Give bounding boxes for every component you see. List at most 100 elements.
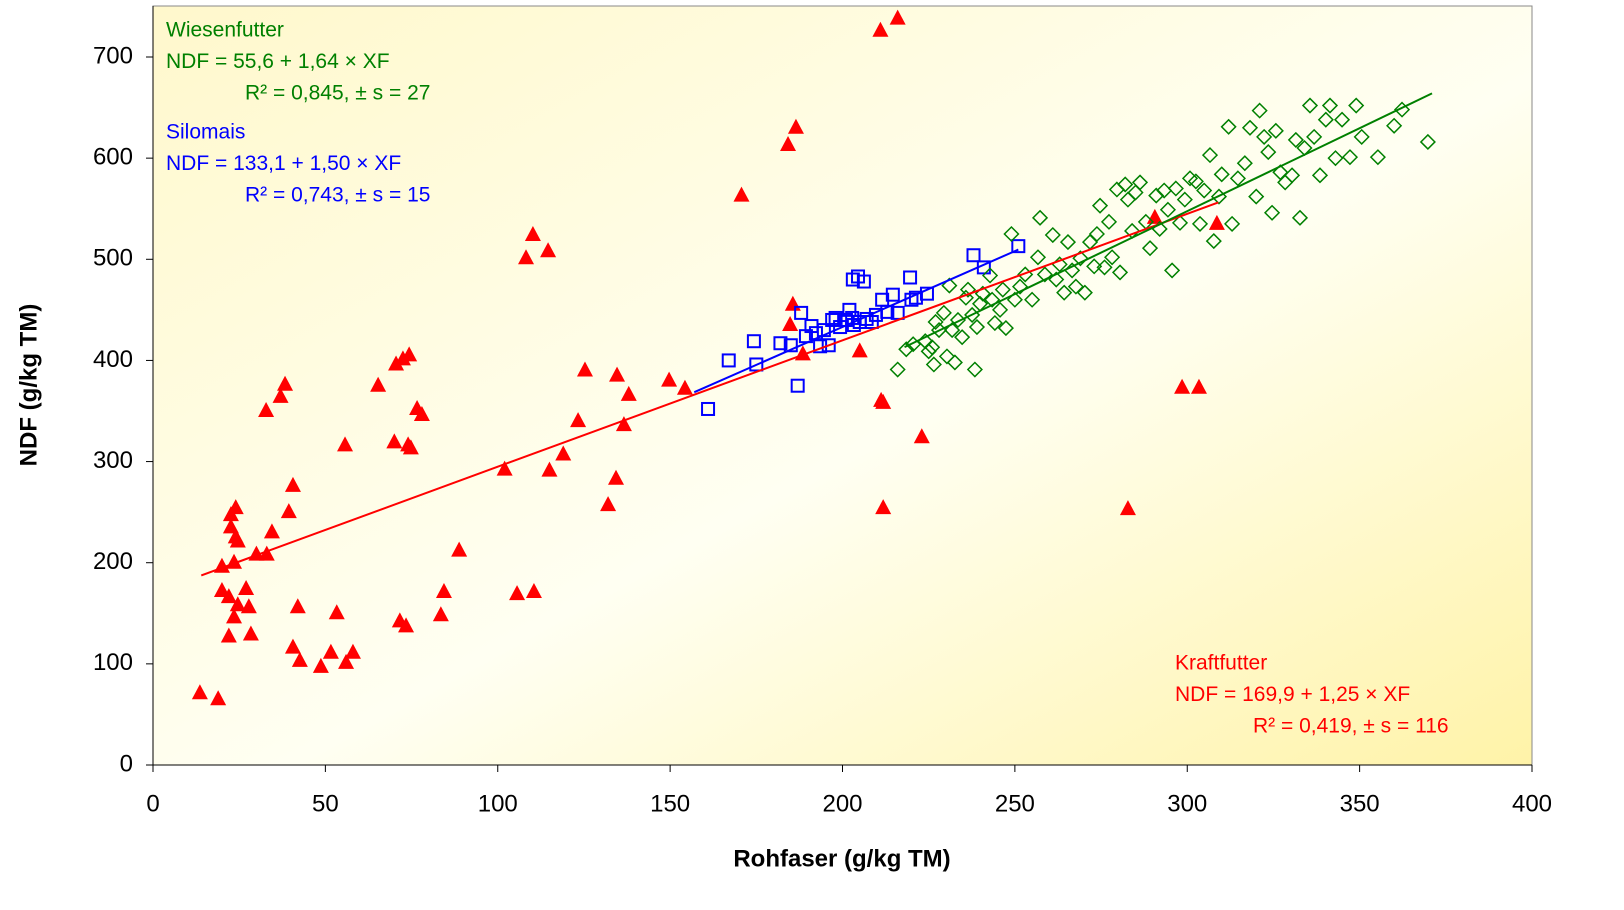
data-point <box>227 499 244 515</box>
data-point <box>620 385 637 401</box>
data-point <box>842 302 857 317</box>
annotation: Wiesenfutter <box>166 19 284 42</box>
data-point <box>898 341 915 358</box>
y-tick-label: 500 <box>93 245 133 272</box>
data-point <box>1111 264 1129 281</box>
data-point <box>277 375 294 391</box>
data-point <box>1208 214 1225 230</box>
data-point <box>398 617 415 633</box>
data-point <box>927 313 944 331</box>
data-point <box>1229 170 1246 187</box>
data-point <box>394 350 411 366</box>
data-point <box>1119 500 1136 516</box>
data-point <box>959 281 977 298</box>
data-point <box>413 406 430 422</box>
y-tick-label: 200 <box>93 548 133 575</box>
data-point <box>1196 182 1213 199</box>
data-point <box>1419 133 1436 151</box>
data-point <box>1341 149 1359 166</box>
data-point <box>1283 167 1301 184</box>
data-point <box>889 361 906 378</box>
data-point <box>880 304 895 319</box>
data-point <box>783 338 798 353</box>
data-point <box>1333 111 1351 128</box>
trend-line <box>904 92 1433 349</box>
data-point <box>600 496 617 512</box>
data-point <box>1241 119 1259 136</box>
data-point <box>966 248 981 263</box>
data-point <box>1369 149 1386 166</box>
data-point <box>676 379 693 395</box>
data-point <box>322 643 339 659</box>
data-point <box>733 186 750 202</box>
data-point <box>210 690 227 706</box>
y-tick-label: 700 <box>93 42 133 69</box>
data-point <box>191 684 208 700</box>
x-tick-label: 400 <box>1512 790 1552 817</box>
annotation: Silomais <box>166 121 245 144</box>
data-point <box>919 286 934 301</box>
data-point <box>957 289 974 306</box>
data-point <box>1256 128 1273 145</box>
data-point <box>1003 225 1020 243</box>
annotation: R² = 0,845, ± s = 27 <box>245 82 430 105</box>
x-tick-label: 350 <box>1340 790 1380 817</box>
data-point <box>238 580 255 596</box>
data-point <box>1044 226 1061 244</box>
x-tick-label: 50 <box>312 790 339 817</box>
data-point <box>746 334 761 349</box>
data-point <box>1386 117 1403 134</box>
data-point <box>1059 234 1077 251</box>
data-point <box>1187 173 1204 190</box>
data-point <box>890 305 905 320</box>
data-point <box>213 582 230 598</box>
data-point <box>986 314 1003 332</box>
data-point <box>1348 97 1365 114</box>
data-point <box>968 318 986 336</box>
data-point <box>289 598 306 614</box>
data-point <box>1131 174 1149 191</box>
data-point <box>1224 215 1241 232</box>
y-tick-label: 100 <box>93 649 133 676</box>
data-point <box>242 625 259 641</box>
data-point <box>851 342 868 358</box>
data-point <box>284 638 301 654</box>
y-axis-title: NDF (g/kg TM) <box>15 304 42 467</box>
data-point <box>1306 128 1323 145</box>
data-point <box>1067 278 1084 295</box>
data-point <box>312 657 329 673</box>
data-point <box>913 428 930 444</box>
data-point <box>949 311 967 329</box>
data-point <box>954 329 971 346</box>
data-point <box>790 378 805 393</box>
data-point <box>1167 180 1184 197</box>
data-point <box>220 627 237 643</box>
data-point <box>1353 128 1370 145</box>
data-point <box>903 270 918 285</box>
data-point <box>966 361 983 378</box>
data-point <box>435 583 452 599</box>
data-point <box>1117 176 1134 193</box>
x-axis-title: Rohfaser (g/kg TM) <box>733 845 950 872</box>
data-point <box>263 523 280 539</box>
data-point <box>889 9 906 25</box>
data-point <box>1096 259 1113 276</box>
data-point <box>509 585 526 601</box>
data-point <box>1100 213 1118 230</box>
data-point <box>240 598 257 614</box>
data-point <box>875 393 892 409</box>
data-point <box>1205 233 1222 250</box>
data-point <box>1201 147 1219 164</box>
data-point <box>570 412 587 428</box>
data-point <box>825 312 840 327</box>
data-point <box>1287 131 1304 148</box>
x-tick-label: 0 <box>146 790 159 817</box>
data-point <box>1248 188 1265 205</box>
data-point <box>328 604 345 620</box>
data-point <box>872 21 889 37</box>
data-point <box>1036 266 1053 283</box>
data-point <box>1191 215 1209 232</box>
x-tick-label: 100 <box>478 790 518 817</box>
x-tick-label: 300 <box>1167 790 1207 817</box>
data-point <box>1086 258 1103 275</box>
